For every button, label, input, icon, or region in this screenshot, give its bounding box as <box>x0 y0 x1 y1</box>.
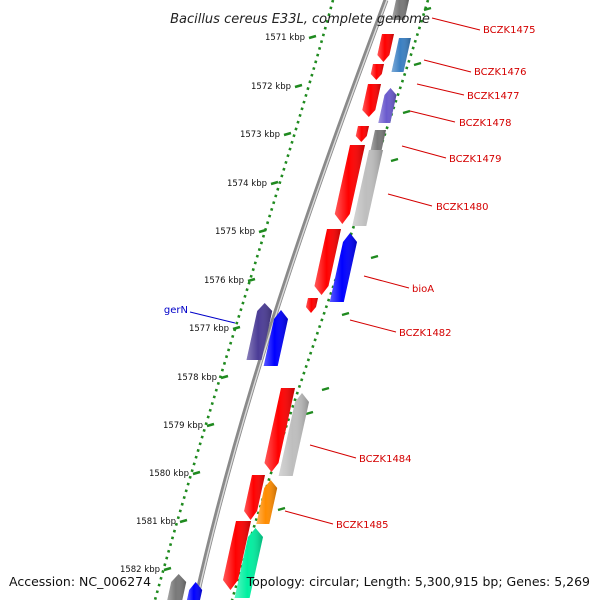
tick-mark <box>192 470 201 476</box>
tick-label: 1579 kbp <box>163 421 203 431</box>
tick-layer: 1571 kbp 1572 kbp 1573 kbp 1574 kbp 1575 kbp… <box>120 6 432 575</box>
summary-text: Topology: circular; Length: 5,300,915 bp… <box>246 574 590 589</box>
tick-mark <box>294 83 303 89</box>
inner-tick-mark <box>341 311 350 317</box>
gene-label-gern: gerN <box>164 305 188 316</box>
gene-cds-red-shade <box>377 34 394 62</box>
gene-leader-line <box>309 444 357 459</box>
gene-steelblue-shade <box>391 38 411 72</box>
gene-leader-line <box>416 83 465 96</box>
gene-darkgray-shade <box>167 574 187 600</box>
inner-tick-mark <box>402 109 411 115</box>
gene-leader-line <box>409 110 456 123</box>
gene-gray-shade <box>352 150 383 226</box>
tick-label: 1572 kbp <box>251 82 291 92</box>
gene-label-bczk1482: BCZK1482 <box>399 328 452 339</box>
inner-dotted-track <box>230 0 430 600</box>
inner-tick-mark <box>321 386 330 392</box>
gene-label-bioa: bioA <box>412 284 434 295</box>
gene-label-bczk1478: BCZK1478 <box>459 118 512 129</box>
gene-cds-red-shade <box>306 298 318 313</box>
gene-gray-shade <box>391 0 409 20</box>
tick-label: 1577 kbp <box>189 324 229 334</box>
gene-darkgray-shade <box>370 130 386 150</box>
tick-mark <box>247 277 256 283</box>
inner-tick-mark <box>370 254 379 260</box>
gene-cds-red-shade <box>370 64 384 80</box>
gene-blue-shade <box>187 582 203 600</box>
tick-label: 1580 kbp <box>149 469 189 479</box>
gene-leader-line-gern <box>189 311 236 324</box>
gene-cds-red-shade <box>314 229 341 295</box>
tick-mark <box>258 228 267 234</box>
inner-tick-mark <box>423 6 432 12</box>
tick-label: 1571 kbp <box>265 33 305 43</box>
tick-mark <box>179 518 188 524</box>
accession-text: Accession: NC_006274 <box>9 574 151 589</box>
tick-label: 1578 kbp <box>177 373 217 383</box>
gene-leader-line <box>284 510 334 525</box>
map-title: Bacillus cereus E33L, complete genome <box>170 12 430 27</box>
gene-cds-red-shade <box>264 388 295 472</box>
gene-orange-shade <box>256 480 278 524</box>
tick-label: 1582 kbp <box>120 565 160 575</box>
gene-cds-red-shade <box>362 84 381 117</box>
gene-layer <box>167 0 411 600</box>
outer-dotted-track <box>153 0 335 600</box>
tick-label: 1573 kbp <box>240 130 280 140</box>
gene-cds-red-shade <box>223 521 251 590</box>
gene-label-bczk1484: BCZK1484 <box>359 454 412 465</box>
tick-label: 1574 kbp <box>227 179 267 189</box>
gene-label-bczk1477: BCZK1477 <box>467 91 520 102</box>
gene-leader-line <box>349 319 397 333</box>
inner-tick-mark <box>413 61 422 67</box>
tick-mark <box>163 566 172 572</box>
gene-gray-shade <box>278 393 309 476</box>
gene-label-bczk1480: BCZK1480 <box>436 202 489 213</box>
gene-springgreen-shade <box>234 528 263 598</box>
inner-tick-mark <box>277 506 286 512</box>
backbone-track-inner <box>196 0 388 600</box>
backbone-track-outer <box>193 0 389 600</box>
gene-cds-red-shade <box>355 126 369 142</box>
label-layer: BCZK1475 BCZK1476 BCZK1477 BCZK1478 BCZK1479… <box>164 17 536 531</box>
inner-tick-mark <box>305 410 314 416</box>
gene-leader-line <box>431 17 481 31</box>
tick-mark <box>270 180 279 186</box>
gene-label-bczk1476: BCZK1476 <box>474 67 527 78</box>
inner-tick-mark <box>390 157 399 163</box>
tick-label: 1581 kbp <box>136 517 176 527</box>
gene-indigo-shade <box>246 303 273 360</box>
tick-label: 1575 kbp <box>215 227 255 237</box>
gene-leader-line <box>387 193 433 207</box>
gene-slateblue-shade <box>378 88 397 123</box>
gene-blue-shade <box>263 310 288 366</box>
gene-cds-red-shade <box>244 475 265 520</box>
tick-mark <box>283 131 292 137</box>
gene-cds-red-shade <box>334 145 365 224</box>
tick-mark <box>206 422 215 428</box>
gene-label-bczk1485: BCZK1485 <box>336 520 389 531</box>
gene-leader-line <box>401 145 447 159</box>
gene-leader-line <box>423 59 472 73</box>
gene-label-bczk1479: BCZK1479 <box>449 154 502 165</box>
gene-leader-line <box>363 275 410 289</box>
tick-label: 1576 kbp <box>204 276 244 286</box>
tick-mark <box>220 374 229 380</box>
gene-blue-shade <box>329 233 357 302</box>
tick-mark <box>232 325 241 331</box>
tick-mark <box>308 34 317 40</box>
gene-label-bczk1475: BCZK1475 <box>483 25 536 36</box>
